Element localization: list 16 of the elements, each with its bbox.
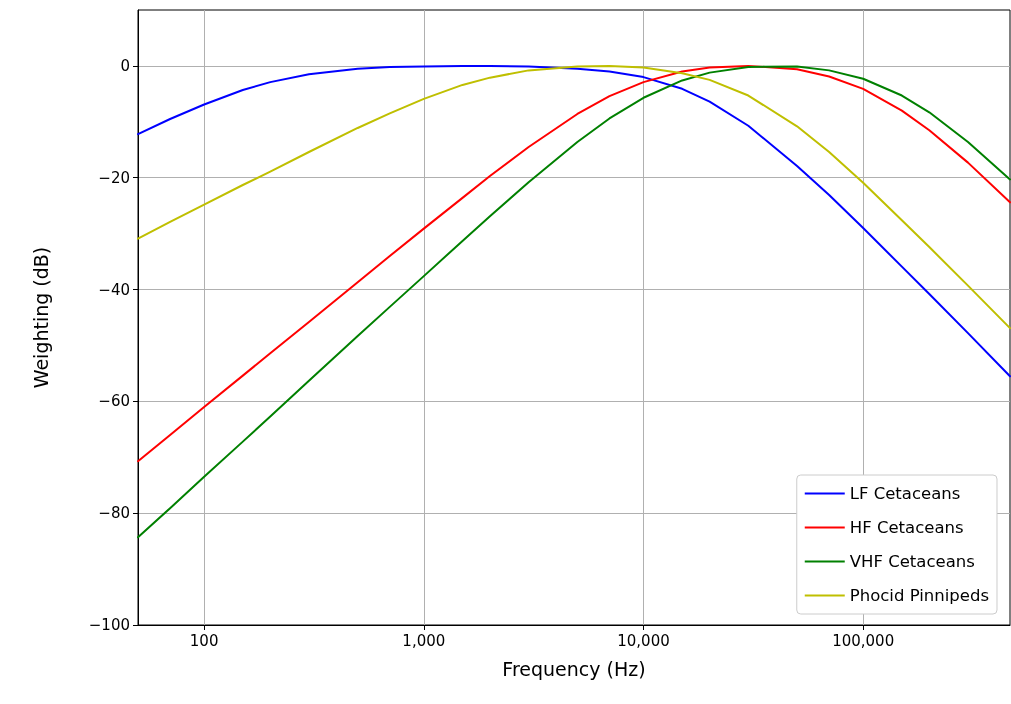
x-tick-label: 100 (189, 631, 219, 650)
x-axis-title: Frequency (Hz) (502, 657, 646, 680)
y-tick-label: −40 (98, 280, 130, 299)
x-tick-label: 100,000 (832, 631, 895, 650)
y-tick-label: −100 (88, 616, 130, 634)
y-tick-label: −20 (98, 168, 130, 187)
legend-label: LF Cetaceans (849, 484, 961, 503)
x-tick-label: 1,000 (402, 631, 446, 650)
y-axis-title: Weighting (dB) (29, 246, 52, 389)
y-tick-label: −80 (98, 504, 130, 523)
y-tick-label: 0 (120, 56, 130, 75)
legend-label: HF Cetaceans (849, 518, 964, 537)
legend-label: VHF Cetaceans (849, 552, 975, 571)
x-tick-label: 10,000 (617, 631, 670, 650)
y-tick-label: −60 (98, 392, 130, 411)
legend-label: Phocid Pinnipeds (849, 586, 990, 605)
